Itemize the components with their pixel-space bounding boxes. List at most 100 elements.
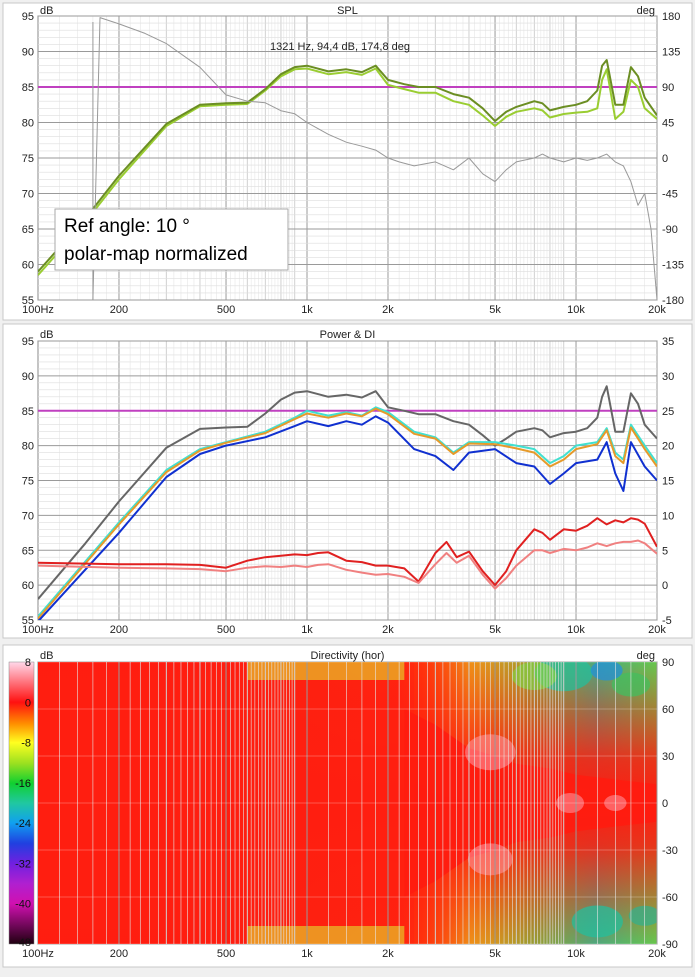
x-tick-label-1: 200 — [110, 624, 128, 636]
y-tick-right-2: 90 — [662, 657, 674, 669]
y-tick-left-0: 95 — [22, 11, 34, 23]
series-line-1-3 — [38, 415, 657, 620]
x-tick-label-1: 500 — [217, 624, 235, 636]
x-tick-label-2: 2k — [382, 948, 394, 960]
heat-edge-band-1 — [247, 926, 405, 944]
x-tick-label-0: 20k — [648, 304, 666, 316]
x-tick-label-2: 20k — [648, 948, 666, 960]
y-tick-right-1: 35 — [662, 336, 674, 348]
y-tick-left-0: 60 — [22, 260, 34, 272]
series-line-1-5 — [38, 539, 657, 590]
y-unit-left-2: dB — [40, 650, 53, 662]
data-series — [38, 17, 657, 620]
y-tick-left-0: 55 — [22, 295, 34, 307]
y-tick-right-0: -90 — [662, 224, 678, 236]
y-tick-right-1: 0 — [662, 580, 668, 592]
x-tick-label-2: 100Hz — [22, 948, 54, 960]
colorscale-tick: 0 — [25, 697, 31, 709]
y-tick-right-1: 30 — [662, 371, 674, 383]
series-line-0-2 — [92, 17, 657, 300]
colorscale-tick: -32 — [15, 858, 31, 870]
annotation-text: Ref angle: 10 ° — [64, 216, 190, 237]
x-tick-label-1: 5k — [489, 624, 501, 636]
y-tick-left-1: 95 — [22, 336, 34, 348]
y-tick-right-2: 0 — [662, 798, 668, 810]
y-tick-left-1: 60 — [22, 580, 34, 592]
series-line-1-2 — [38, 407, 657, 620]
x-tick-label-1: 1k — [301, 624, 313, 636]
y-tick-left-1: 80 — [22, 441, 34, 453]
series-group-1 — [38, 385, 657, 620]
x-tick-label-0: 100Hz — [22, 304, 54, 316]
y-tick-right-0: -180 — [662, 295, 684, 307]
y-tick-right-2: 60 — [662, 704, 674, 716]
y-unit-right-2: deg — [637, 650, 655, 662]
y-tick-right-0: 0 — [662, 153, 668, 165]
chart-title-1: Power & DI — [320, 329, 376, 341]
x-tick-label-1: 2k — [382, 624, 394, 636]
y-tick-left-1: 70 — [22, 510, 34, 522]
colorscale-tick: -40 — [15, 899, 31, 911]
y-tick-left-0: 80 — [22, 118, 34, 130]
x-tick-label-0: 2k — [382, 304, 394, 316]
x-tick-label-0: 10k — [567, 304, 585, 316]
x-tick-label-1: 20k — [648, 624, 666, 636]
y-tick-left-1: 90 — [22, 371, 34, 383]
x-tick-label-1: 10k — [567, 624, 585, 636]
y-tick-right-1: 25 — [662, 406, 674, 418]
cursor-readout: 1321 Hz, 94,4 dB, 174,8 deg — [270, 41, 410, 53]
y-tick-left-0: 75 — [22, 153, 34, 165]
y-tick-right-1: 15 — [662, 476, 674, 488]
y-tick-right-1: 10 — [662, 510, 674, 522]
x-tick-label-0: 5k — [489, 304, 501, 316]
y-tick-right-2: 30 — [662, 751, 674, 763]
heat-edge-band-0 — [247, 662, 405, 680]
chart-title-2: Directivity (hor) — [311, 650, 385, 662]
y-tick-left-1: 65 — [22, 545, 34, 557]
x-tick-label-0: 1k — [301, 304, 313, 316]
chart-title-0: SPL — [337, 5, 358, 17]
colorscale-tick: -48 — [15, 937, 31, 949]
annotation-box-bg — [54, 208, 289, 271]
series-group-0 — [38, 17, 657, 300]
x-tick-label-2: 200 — [110, 948, 128, 960]
y-tick-left-0: 70 — [22, 189, 34, 201]
x-tick-label-2: 1k — [301, 948, 313, 960]
series-line-1-0 — [38, 385, 657, 600]
x-tick-label-0: 200 — [110, 304, 128, 316]
colorscale-tick: -16 — [15, 778, 31, 790]
y-tick-right-2: -90 — [662, 939, 678, 951]
x-tick-label-2: 10k — [567, 948, 585, 960]
y-tick-left-0: 85 — [22, 82, 34, 94]
heat-patch-5 — [628, 905, 657, 926]
annotation-box: Ref angle: 10 ° polar-map normalized — [54, 208, 289, 271]
x-tick-label-1: 100Hz — [22, 624, 54, 636]
y-tick-right-0: 135 — [662, 47, 680, 59]
y-tick-right-0: 45 — [662, 118, 674, 130]
y-tick-right-0: 180 — [662, 11, 680, 23]
annotation-text: polar-map normalized — [64, 244, 248, 265]
y-tick-left-0: 90 — [22, 47, 34, 59]
x-tick-label-0: 500 — [217, 304, 235, 316]
colorscale-tick: 8 — [25, 657, 31, 669]
y-tick-left-1: 55 — [22, 615, 34, 627]
y-tick-right-2: -30 — [662, 845, 678, 857]
directivity-heatmap — [38, 662, 657, 944]
y-tick-left-0: 65 — [22, 224, 34, 236]
x-tick-label-2: 500 — [217, 948, 235, 960]
y-unit-right-0: deg — [637, 5, 655, 17]
y-tick-right-1: -5 — [662, 615, 672, 627]
x-tick-label-2: 5k — [489, 948, 501, 960]
y-tick-right-0: 90 — [662, 82, 674, 94]
series-line-0-0 — [38, 67, 657, 276]
y-tick-right-0: -45 — [662, 189, 678, 201]
y-tick-right-1: 20 — [662, 441, 674, 453]
y-tick-left-1: 85 — [22, 406, 34, 418]
y-unit-left-1: dB — [40, 329, 53, 341]
colorscale-tick: -8 — [21, 738, 31, 750]
y-tick-right-1: 5 — [662, 545, 668, 557]
series-line-0-1 — [38, 59, 657, 273]
